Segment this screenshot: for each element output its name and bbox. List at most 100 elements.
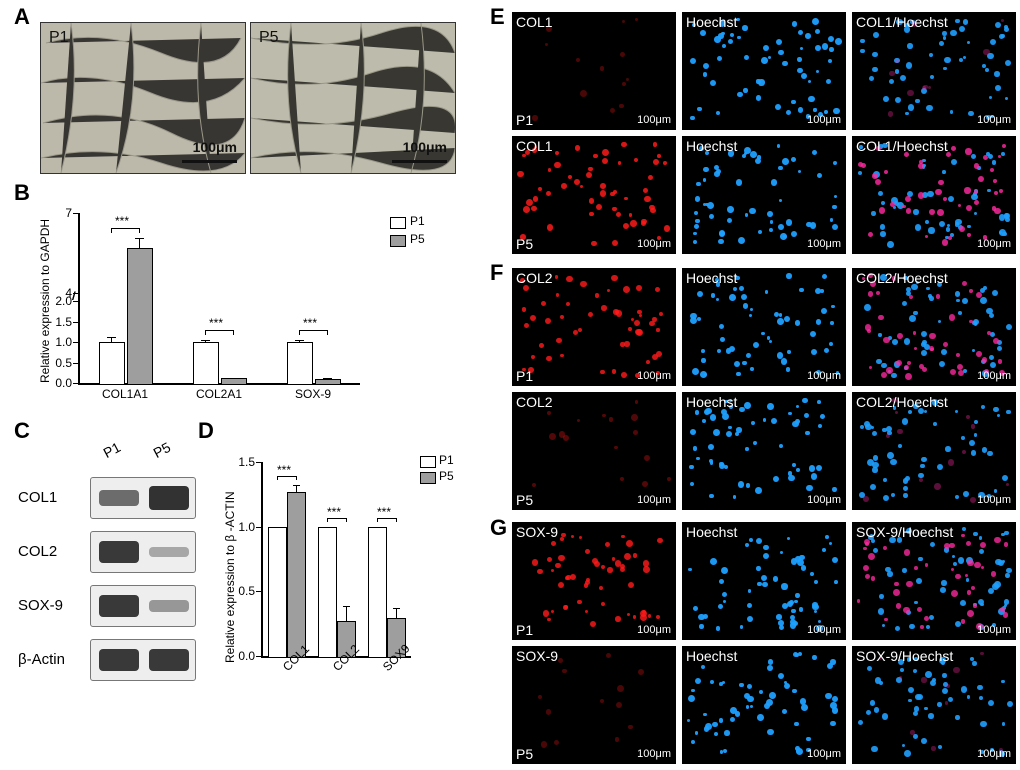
fluo-dot xyxy=(797,57,802,62)
fluo-dot xyxy=(721,32,725,36)
y-tick-label: 1.5 xyxy=(46,315,72,329)
fluo-dot xyxy=(907,90,914,97)
scale-text: 100μm xyxy=(807,370,841,382)
fluo-dot xyxy=(696,182,701,187)
fluo-dot xyxy=(703,167,709,173)
fluo-cell: Hoechst100μm xyxy=(682,522,846,640)
fluo-dot xyxy=(808,96,815,103)
fluo-dot xyxy=(979,549,984,554)
fluo-dot xyxy=(635,18,638,21)
fluo-dot xyxy=(655,287,660,292)
fluo-dot xyxy=(663,161,667,165)
fluo-dot xyxy=(545,318,551,324)
fluo-dot xyxy=(710,558,717,565)
sig-bracket xyxy=(139,228,140,233)
error-cap xyxy=(295,340,304,341)
fluo-dot xyxy=(903,486,908,491)
fluo-dot xyxy=(714,732,718,736)
y-tick-label: 0.0 xyxy=(46,376,72,390)
fluo-dot xyxy=(832,696,838,702)
wb-band xyxy=(149,600,189,612)
fluo-dot xyxy=(956,353,960,357)
fluo-dot xyxy=(801,565,806,570)
fluo-dot xyxy=(905,112,909,116)
fluo-dot xyxy=(788,412,792,416)
fluo-dot xyxy=(648,175,653,180)
fluo-dot xyxy=(687,719,690,722)
fluo-dot xyxy=(638,669,644,675)
fluo-dot xyxy=(630,220,636,226)
fluo-dot xyxy=(792,689,796,693)
fluo-cell: COL2/Hoechst100μm xyxy=(852,268,1016,386)
fluo-dot xyxy=(762,582,767,587)
bar-p1 xyxy=(99,342,125,385)
fluo-dot xyxy=(962,527,966,531)
fluo-dot xyxy=(1004,213,1009,218)
fluo-dot xyxy=(726,431,732,437)
fluo-dot xyxy=(889,71,894,76)
bar-p5 xyxy=(127,248,153,385)
fluo-dot xyxy=(653,142,658,147)
fluo-dot xyxy=(580,90,587,97)
fluo-dot xyxy=(872,431,877,436)
fluo-dot xyxy=(616,702,623,709)
fluo-dot xyxy=(776,39,782,45)
fluo-dot xyxy=(883,96,889,102)
fluo-dot xyxy=(691,740,696,745)
error-cap xyxy=(323,378,332,379)
y-tick xyxy=(73,363,78,364)
fluo-dot xyxy=(879,207,886,214)
fluo-dot xyxy=(806,737,810,741)
fluo-dot xyxy=(973,532,978,537)
fluo-dot xyxy=(791,100,796,105)
fluo-dot xyxy=(886,434,891,439)
fluo-cell: Hoechst100μm xyxy=(682,268,846,386)
fluo-dot xyxy=(979,536,983,540)
fluo-dot xyxy=(895,59,899,63)
fluo-dot xyxy=(541,741,548,748)
fluo-dot xyxy=(747,684,752,689)
fluo-dot xyxy=(968,111,974,117)
scale-text: 100μm xyxy=(193,139,237,155)
fluo-dot xyxy=(607,567,612,572)
fluo-dot xyxy=(664,225,670,231)
fluo-dot xyxy=(742,25,748,31)
fluo-dot xyxy=(926,625,930,629)
fluo-dot xyxy=(994,581,1001,588)
fluo-dot xyxy=(589,212,594,217)
fluo-dot xyxy=(908,699,912,703)
fluo-dot xyxy=(558,658,563,663)
fluo-dot xyxy=(867,459,874,466)
fluo-dot xyxy=(964,187,970,193)
fluo-dot xyxy=(591,241,596,246)
fluo-dot xyxy=(688,695,695,702)
fluo-dot xyxy=(727,206,733,212)
fluo-dot xyxy=(930,75,934,79)
fluo-dot xyxy=(696,457,700,461)
fluo-dot xyxy=(693,606,698,611)
fluo-dot xyxy=(1005,97,1008,100)
fluo-dot xyxy=(721,567,728,574)
fluo-dot xyxy=(962,281,967,286)
fluo-dot xyxy=(863,496,869,502)
fluo-dot xyxy=(616,212,621,217)
fluo-dot xyxy=(884,170,888,174)
fluo-dot xyxy=(830,218,833,221)
fluo-dot xyxy=(694,224,699,229)
fluo-dot xyxy=(602,414,606,418)
fluo-dot xyxy=(546,356,551,361)
fluo-dot xyxy=(723,749,727,753)
fluo-dot xyxy=(874,707,880,713)
fluo-channel-label: Hoechst xyxy=(686,14,737,30)
y-tick xyxy=(73,213,78,214)
fluo-dot xyxy=(971,450,976,455)
panel-label-b: B xyxy=(14,180,30,206)
fluo-dot xyxy=(983,286,987,290)
fluo-dot xyxy=(787,350,791,354)
fluo-dot xyxy=(987,189,991,193)
fluo-dot xyxy=(615,737,620,742)
error-bar xyxy=(396,608,397,618)
fluo-dot xyxy=(659,312,663,316)
sig-stars: *** xyxy=(377,505,391,519)
fluo-dot xyxy=(576,58,580,62)
